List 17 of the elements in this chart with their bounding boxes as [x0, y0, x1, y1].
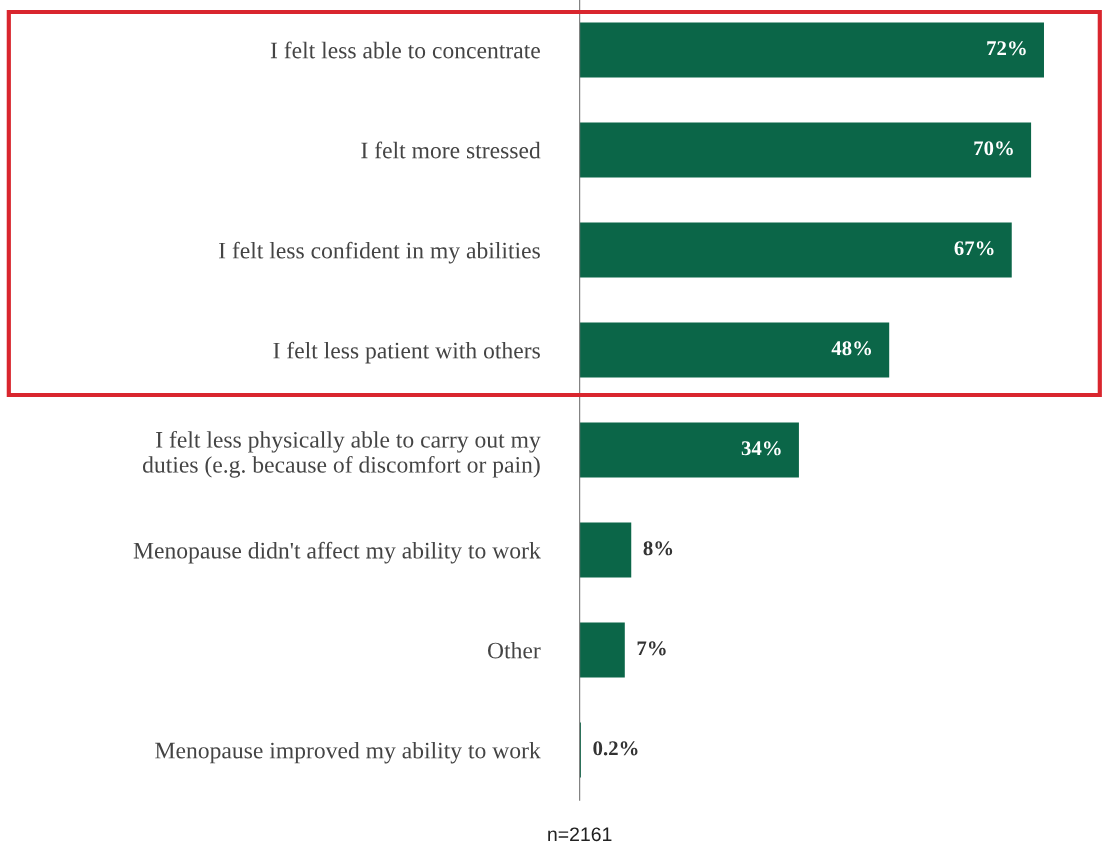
text: n=2161 [548, 827, 612, 842]
data-label: 0.2% [593, 741, 638, 756]
y-tick-label: I felt more stressed [361, 141, 541, 159]
y-tick-label: Menopause improved my ability to work [155, 741, 541, 764]
y-tick-label: Other [487, 641, 541, 659]
y-tick-label: I felt less able to concentrate [270, 41, 540, 59]
y-tick-label: I felt less patient with others [273, 341, 540, 364]
y-tick-label: I felt less confident in my abilities [219, 241, 540, 264]
data-label: 34% [741, 441, 781, 456]
data-label: 8% [643, 541, 673, 556]
data-label: 67% [954, 241, 994, 256]
data-label: 48% [831, 341, 872, 356]
data-label: 72% [987, 41, 1026, 56]
data-label: 7% [637, 641, 666, 656]
y-tick-label: Menopause didn't affect my ability to work [133, 541, 541, 564]
data-label: 70% [974, 141, 1013, 156]
y-tick-label: I felt less physically able to carry out my duties (e.g. because of discomfort or pain) [142, 430, 541, 478]
